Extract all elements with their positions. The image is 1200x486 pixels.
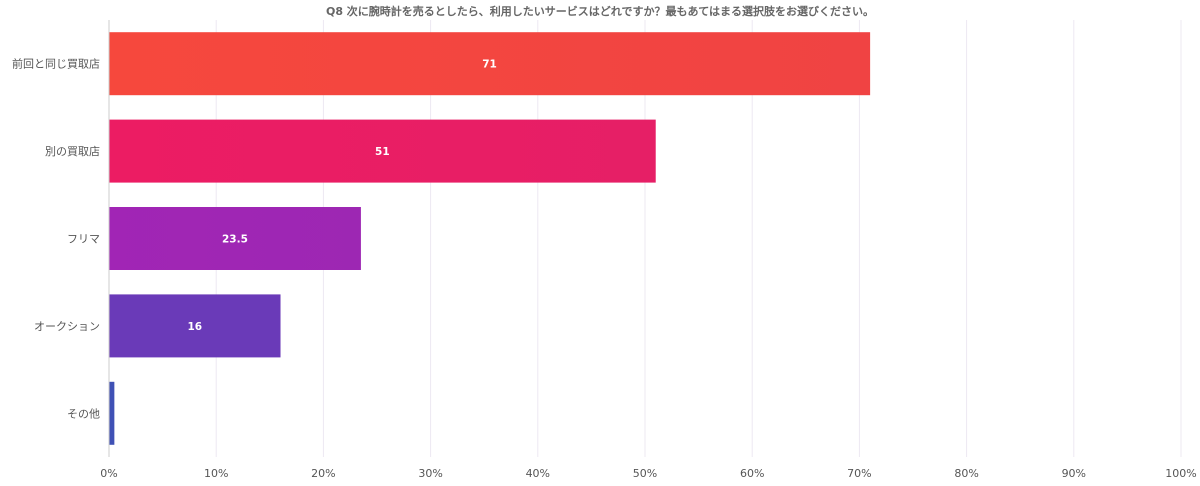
bar[interactable] [109, 119, 656, 183]
bar[interactable] [109, 381, 115, 445]
category-label: 別の買取店 [45, 144, 100, 158]
x-tick-label: 10% [204, 467, 228, 480]
x-tick-label: 30% [418, 467, 442, 480]
category-label: オークション [34, 320, 100, 333]
bars [109, 32, 871, 445]
bar[interactable] [109, 294, 281, 358]
bar[interactable] [109, 32, 871, 96]
x-tick-label: 60% [740, 467, 764, 480]
x-tick-label: 50% [633, 467, 657, 480]
x-tick-labels: 0% 10% 20% 30% 40% 50% 60% 70% 80% 90% 100% [100, 467, 1196, 480]
x-tick-label: 100% [1165, 467, 1196, 480]
category-label: フリマ [67, 233, 100, 246]
x-tick-label: 70% [847, 467, 871, 480]
bar[interactable] [109, 207, 361, 270]
x-tick-label: 0% [100, 467, 117, 480]
x-tick-label: 80% [954, 467, 978, 480]
bar-value-label: 71 [482, 59, 497, 71]
x-tick-label: 20% [311, 467, 335, 480]
x-tick-label: 90% [1062, 467, 1086, 480]
category-label: 前回と同じ買取店 [12, 57, 100, 71]
bar-value-label: 51 [375, 146, 390, 158]
bar-value-label: 23.5 [222, 234, 248, 246]
chart-title: Q8 次に腕時計を売るとしたら、利用したいサービスはどれですか？最もあてはまる選… [325, 5, 875, 18]
bar-value-label: 16 [187, 321, 202, 333]
category-label: その他 [67, 407, 100, 420]
bar-labels: 71 51 23.5 16 [187, 59, 496, 333]
x-tick-label: 40% [526, 467, 550, 480]
